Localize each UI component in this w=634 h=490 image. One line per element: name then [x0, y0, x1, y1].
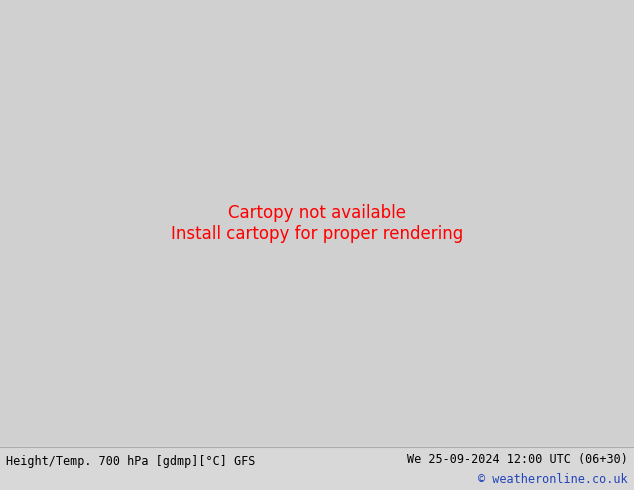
Text: © weatheronline.co.uk: © weatheronline.co.uk: [479, 473, 628, 487]
Text: We 25-09-2024 12:00 UTC (06+30): We 25-09-2024 12:00 UTC (06+30): [407, 453, 628, 466]
Text: Height/Temp. 700 hPa [gdmp][°C] GFS: Height/Temp. 700 hPa [gdmp][°C] GFS: [6, 455, 256, 468]
Text: Cartopy not available
Install cartopy for proper rendering: Cartopy not available Install cartopy fo…: [171, 204, 463, 243]
